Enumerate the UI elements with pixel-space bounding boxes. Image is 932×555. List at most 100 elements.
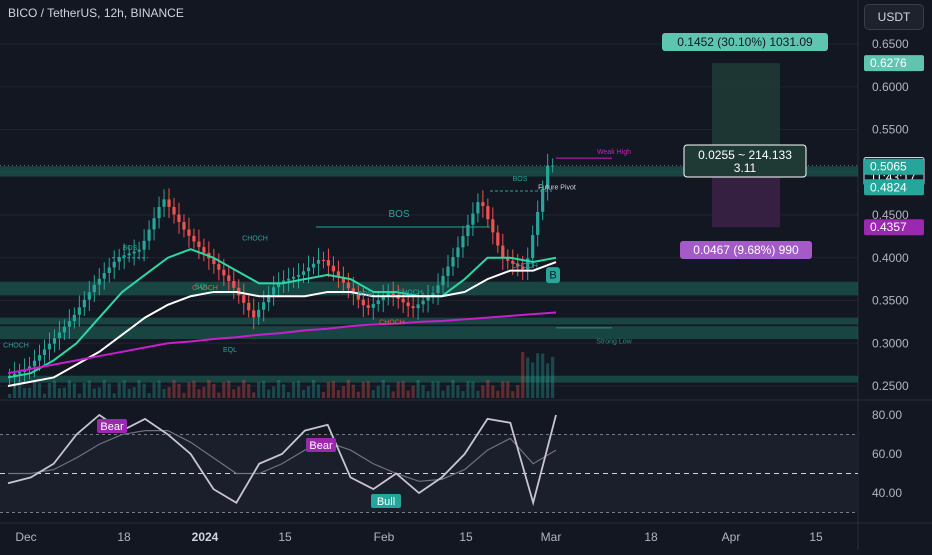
volume-bar <box>466 381 470 398</box>
candle-body <box>97 278 101 285</box>
candle-body <box>461 236 465 248</box>
candle-body <box>242 295 246 303</box>
candle-body <box>456 247 460 258</box>
candle-body <box>286 278 291 281</box>
volume-bar <box>331 381 336 398</box>
volume-bar <box>242 380 246 398</box>
volume-bar <box>127 388 131 398</box>
candle-body <box>142 240 146 250</box>
candle-body <box>92 284 96 293</box>
candle-body <box>162 199 166 207</box>
candle-body <box>521 266 525 270</box>
candle-body <box>356 293 360 300</box>
price-tick-2: 0.5500 <box>872 123 909 137</box>
candle-body <box>257 309 261 318</box>
candle-body <box>182 222 186 230</box>
candle-body <box>82 299 86 308</box>
candle-body <box>232 281 236 288</box>
time-label-7: 18 <box>644 530 658 544</box>
time-label-4: Feb <box>374 530 395 544</box>
volume-bar <box>122 380 126 398</box>
label-bos-3: BOS <box>123 245 138 252</box>
ema-fast-line <box>7 248 557 379</box>
volume-bar <box>227 380 231 398</box>
candle-body <box>331 265 336 272</box>
candle-body <box>306 267 311 272</box>
candle-body <box>222 269 226 276</box>
candle-body <box>102 273 106 279</box>
price-badge-text-5: 0.4357 <box>870 220 907 234</box>
volume-bar <box>441 390 445 398</box>
volume-bar <box>471 381 475 398</box>
volume-bar <box>147 393 151 398</box>
volume-bar <box>511 391 515 398</box>
candle-body <box>122 255 126 258</box>
volume-bar <box>526 357 530 398</box>
label-target-label: 0.1452 (30.10%) 1031.09 <box>677 35 813 49</box>
volume-bar <box>272 386 276 398</box>
candle-body <box>152 218 156 230</box>
volume-bar <box>232 389 236 398</box>
rsi-signal-line <box>8 430 557 482</box>
candle-body <box>37 355 42 361</box>
volume-bar <box>491 385 495 398</box>
volume-bar <box>326 381 331 398</box>
volume-bar <box>137 380 141 398</box>
volume-bar <box>421 385 425 398</box>
volume-bar <box>162 388 166 398</box>
zone-band-1 <box>0 281 858 296</box>
volume-bar <box>187 382 191 398</box>
label-bos-1: BOS <box>388 209 409 220</box>
candle-body <box>496 232 500 246</box>
volume-bar <box>262 380 266 398</box>
volume-bar <box>112 393 116 398</box>
candle-body <box>441 275 445 286</box>
candle-body <box>311 263 316 268</box>
candle-body <box>112 261 116 268</box>
candle-body <box>486 206 490 220</box>
time-label-0: Dec <box>15 530 36 544</box>
label-strong-low: Strong Low <box>596 338 632 345</box>
label-eql-1: EQL <box>195 284 209 291</box>
volume-bar <box>546 363 550 398</box>
volume-bar <box>82 382 86 398</box>
candle-body <box>87 292 91 300</box>
volume-bar <box>301 389 306 398</box>
volume-bar <box>536 353 540 398</box>
volume-bar <box>97 387 101 398</box>
candle-body <box>42 349 47 356</box>
label-entry-label_line1: 0.0255 ~ 214.133 <box>698 148 792 162</box>
candle-body <box>516 263 520 267</box>
candle-body <box>252 310 256 318</box>
volume-bar <box>12 383 17 398</box>
entry-label-box <box>683 144 807 178</box>
candle-body <box>551 165 555 167</box>
volume-bar <box>341 385 345 398</box>
candle-body <box>192 235 196 242</box>
candle-body <box>187 229 191 236</box>
rsi-tag-rsi-bear_1 <box>97 419 127 433</box>
volume-bar <box>267 389 271 398</box>
volume-bar <box>386 384 390 398</box>
currency-button[interactable]: USDT <box>864 4 924 30</box>
candle-body <box>17 371 22 374</box>
label-stop-label: 0.0467 (9.68%) 990 <box>693 243 799 257</box>
candle-body <box>401 298 405 303</box>
candle-body <box>546 165 550 189</box>
volume-bar <box>87 380 91 398</box>
label-bos-2: BOS <box>513 176 528 183</box>
volume-bar <box>541 353 545 398</box>
volume-bar <box>366 381 370 398</box>
candle-body <box>491 219 495 233</box>
rsi-line <box>7 413 557 507</box>
candle-body <box>366 305 370 308</box>
ema-slow-line <box>7 261 557 387</box>
volume-bar <box>192 380 196 398</box>
volume-bar <box>516 385 520 398</box>
price-badge-text-4: 0.4824 <box>870 180 907 194</box>
volume-bar <box>501 381 505 398</box>
volume-bar <box>436 381 440 398</box>
volume-bar <box>376 385 380 398</box>
